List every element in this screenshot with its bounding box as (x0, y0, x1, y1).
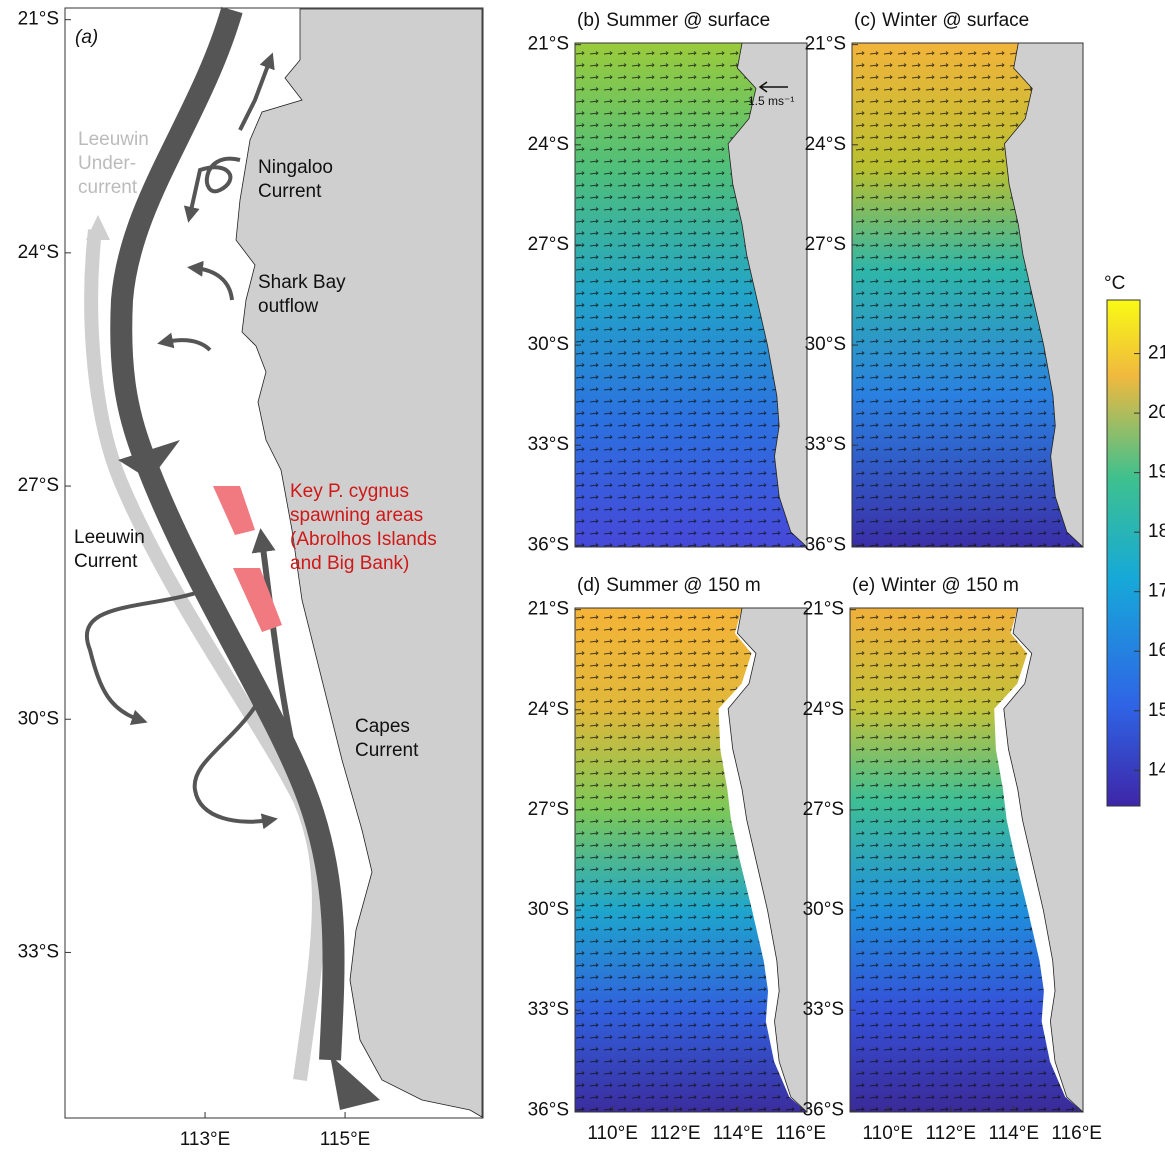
panel-title-text: Summer @ surface (606, 10, 770, 31)
panel-title: (b) Summer @ surface (577, 10, 770, 31)
y-tick-label: 27°S (528, 234, 569, 255)
x-tick-label: 112°E (925, 1123, 976, 1144)
colorbar-tick-label: 19 (1148, 462, 1165, 483)
colorbar-unit: °C (1104, 273, 1125, 294)
y-tick-label: 36°S (805, 534, 846, 555)
y-tick-label: 24°S (528, 699, 569, 720)
colorbar-tick-label: 17 (1148, 581, 1165, 602)
land (727, 607, 808, 1113)
panel-label: (e) (852, 575, 875, 596)
annotation: Current (74, 551, 138, 572)
colorbar (1106, 299, 1141, 807)
map-panel (851, 42, 1084, 548)
land (1003, 607, 1084, 1113)
y-tick-label: 30°S (805, 334, 846, 355)
x-tick-label: 112°E (650, 1123, 701, 1144)
panel-title: (d) Summer @ 150 m (577, 575, 761, 596)
x-tick-label: 114°E (988, 1123, 1039, 1144)
panel-a-map (64, 6, 484, 1119)
annotation: Under- (78, 153, 136, 174)
y-tick-label: 27°S (803, 799, 844, 820)
annotation: Leeuwin (78, 129, 149, 150)
map-panel (574, 607, 808, 1113)
panel-label: (c) (854, 10, 876, 31)
x-tick-label: 110°E (587, 1123, 638, 1144)
y-tick-label: 24°S (803, 699, 844, 720)
colorbar-tick-label: 14 (1148, 759, 1165, 780)
land (727, 42, 808, 548)
y-tick-label: 30°S (528, 899, 569, 920)
y-tick-label: 33°S (805, 434, 846, 455)
y-tick-label: 36°S (528, 1099, 569, 1120)
map-panel (849, 607, 1084, 1113)
x-tick-label: 116°E (775, 1123, 826, 1144)
y-tick-label: 27°S (805, 234, 846, 255)
scale-arrow (758, 81, 788, 93)
land (1004, 42, 1084, 548)
y-tick-label: 33°S (18, 941, 59, 962)
panel-title-text: Winter @ surface (882, 10, 1029, 31)
y-tick-label: 27°S (18, 475, 59, 496)
panel-title-text: Summer @ 150 m (606, 575, 760, 596)
annotation: Capes (355, 716, 410, 737)
y-tick-label: 24°S (18, 242, 59, 263)
panel-title: (c) Winter @ surface (854, 10, 1029, 31)
y-tick-label: 21°S (18, 9, 59, 30)
annotation: current (78, 177, 138, 198)
x-tick-label: 113°E (180, 1129, 231, 1150)
y-tick-label: 27°S (528, 799, 569, 820)
y-tick-label: 21°S (528, 599, 569, 620)
annotation: Shark Bay (258, 272, 346, 293)
annotation: Current (355, 740, 419, 761)
colorbar-tick-label: 15 (1148, 700, 1165, 721)
panel-label: (a) (75, 27, 98, 48)
y-tick-label: 30°S (18, 708, 59, 729)
annotation: and Big Bank) (290, 553, 409, 574)
annotation: (Abrolhos Islands (290, 529, 437, 550)
annotation: Current (258, 181, 322, 202)
frame (849, 607, 1084, 1113)
colorbar-tick-label: 21 (1148, 343, 1165, 364)
colorbar-tick-label: 18 (1148, 521, 1165, 542)
x-tick-label: 116°E (1051, 1123, 1102, 1144)
frame (851, 42, 1084, 548)
y-tick-label: 33°S (528, 434, 569, 455)
panel-label: (d) (577, 575, 600, 596)
y-tick-label: 36°S (528, 534, 569, 555)
x-tick-label: 115°E (320, 1129, 371, 1150)
annotation: Key P. cygnus (290, 481, 409, 502)
annotation: Leeuwin (74, 527, 145, 548)
panel-title: (e) Winter @ 150 m (852, 575, 1019, 596)
colorbar-tick-label: 20 (1148, 402, 1165, 423)
y-tick-label: 21°S (805, 34, 846, 55)
y-tick-label: 33°S (528, 999, 569, 1020)
panel-label: (b) (577, 10, 600, 31)
frame (574, 42, 808, 548)
x-tick-label: 110°E (863, 1123, 914, 1144)
y-tick-label: 33°S (803, 999, 844, 1020)
annotation: outflow (258, 296, 318, 317)
colorbar-tick-label: 16 (1148, 640, 1165, 661)
annotation: spawning areas (290, 505, 423, 526)
y-tick-label: 30°S (803, 899, 844, 920)
y-tick-label: 21°S (528, 34, 569, 55)
map-panel (574, 42, 808, 548)
y-tick-label: 30°S (528, 334, 569, 355)
y-tick-label: 36°S (803, 1099, 844, 1120)
y-tick-label: 24°S (528, 134, 569, 155)
frame (574, 607, 808, 1113)
y-tick-label: 21°S (803, 599, 844, 620)
annotation: Ningaloo (258, 157, 333, 178)
panel-title-text: Winter @ 150 m (881, 575, 1019, 596)
x-tick-label: 114°E (713, 1123, 764, 1144)
scale-label: 1.5 ms⁻¹ (748, 94, 794, 108)
y-tick-label: 24°S (805, 134, 846, 155)
